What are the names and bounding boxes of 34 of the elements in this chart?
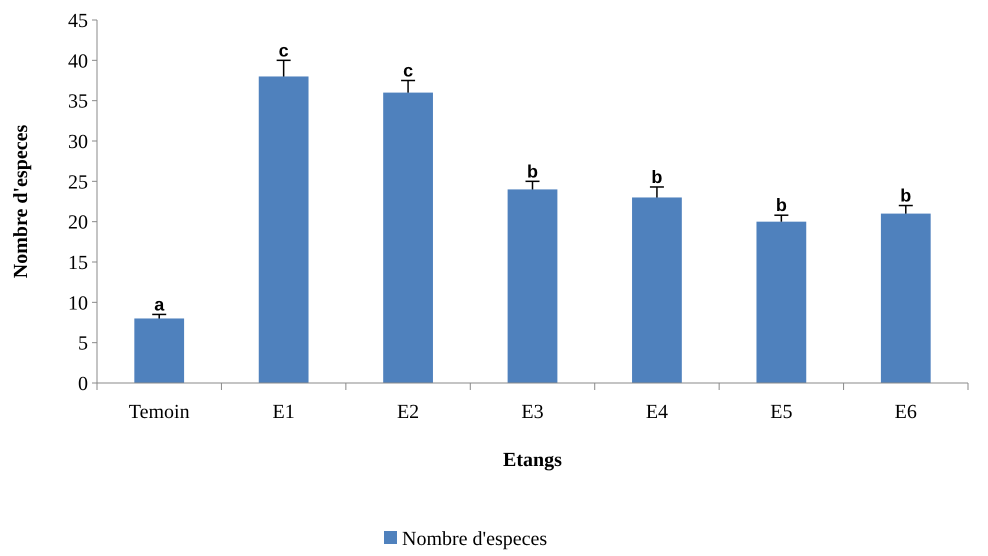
annotation: a xyxy=(154,294,166,314)
x-axis-title: Etangs xyxy=(503,449,562,471)
annotation: b xyxy=(527,161,538,182)
x-tick-label: E1 xyxy=(272,401,295,423)
annotation: b xyxy=(900,186,912,206)
x-tick-label: Temoin xyxy=(128,401,190,423)
x-tick-label: E3 xyxy=(521,401,544,423)
y-tick-label: 15 xyxy=(68,252,88,274)
y-tick-label: 5 xyxy=(78,332,88,355)
y-tick-label: 20 xyxy=(68,212,88,234)
bar xyxy=(258,76,309,383)
x-tick-label: E4 xyxy=(646,401,668,423)
annotation: b xyxy=(651,166,662,187)
legend-label: Nombre d'especes xyxy=(402,528,548,550)
bar xyxy=(383,92,433,383)
bar xyxy=(508,189,558,383)
annotation: c xyxy=(278,40,289,60)
annotation: c xyxy=(403,60,414,80)
bar xyxy=(756,222,806,383)
x-tick-label: E5 xyxy=(770,401,792,423)
y-tick-label: 40 xyxy=(68,50,88,72)
annotation: b xyxy=(776,195,787,216)
y-tick-label: 35 xyxy=(68,90,88,113)
y-tick-label: 10 xyxy=(68,292,88,314)
y-tick-label: 25 xyxy=(68,171,88,194)
bar xyxy=(632,197,682,383)
y-tick-label: 45 xyxy=(68,10,88,32)
bar xyxy=(134,318,184,383)
y-axis-title: Nombre d'especes xyxy=(10,124,32,278)
y-tick-label: 0 xyxy=(78,373,88,395)
x-tick-label: E6 xyxy=(894,401,917,423)
x-tick-label: E2 xyxy=(396,401,420,423)
bar xyxy=(880,214,931,383)
y-tick-label: 30 xyxy=(68,131,88,153)
